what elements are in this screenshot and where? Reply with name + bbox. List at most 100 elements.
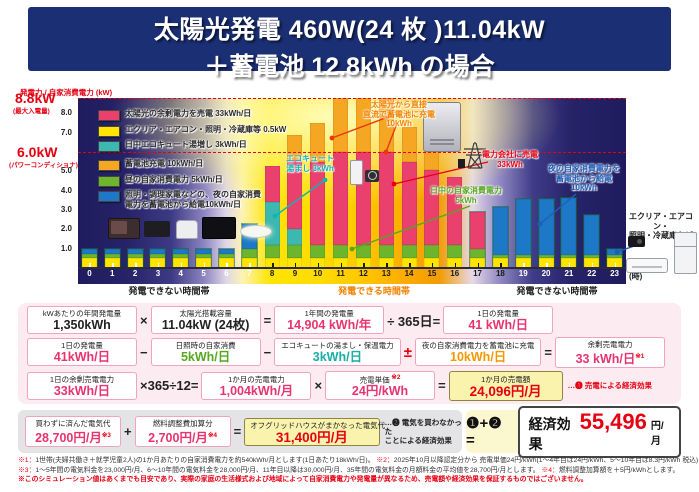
operator: ÷ 365日= xyxy=(387,313,441,329)
x-tick-label: 14 xyxy=(404,269,414,278)
calc-box: 燃料調整費加算分 2,700円/月※4 xyxy=(134,415,231,448)
effect-note: …❶ 売電による経済効果 xyxy=(567,381,653,391)
legend-label: 太陽光の余剰電力を売電 33kWh/日 xyxy=(125,109,252,118)
legend-label: エクリア・エアコン・照明・冷蔵庫等 0.5kW xyxy=(125,124,287,134)
legend-item: 太陽光の余剰電力を売電 33kWh/日 xyxy=(98,109,286,121)
footnote-marker: ※3 xyxy=(101,431,111,439)
annotation-line: 直流で蓄電池に充電 xyxy=(363,109,435,119)
operator: = xyxy=(544,344,553,360)
bar-segment xyxy=(287,244,303,259)
calc-box-label: 太陽光搭載容量 xyxy=(179,309,232,319)
calc-box-value: 5kWh/日 xyxy=(180,350,231,365)
calc-box: 日照時の自家消費 5kWh/日 xyxy=(150,338,261,367)
footnote-segment: 燃料調整加算額を＋5円/kWhとします。 xyxy=(558,466,680,474)
calc-box-label: 1年間の発電量 xyxy=(304,309,354,319)
x-tick-mark xyxy=(614,263,617,267)
calc-box-value: 1,350kWh xyxy=(53,318,111,333)
y-mid-label: 6.0kW xyxy=(17,144,58,160)
footnotes: ※1：1世帯(夫婦共働き＋就学児童2人)の1か月あたりの自家消費電力を約540k… xyxy=(18,456,698,485)
footnote-line: ※3：1〜5年間の電気料金を23,000円/月、6〜10年間の電気料金を28,0… xyxy=(18,466,684,476)
y-axis-ticks: 8.0 7.0 5.0 4.0 3.0 2.0 1.0 xyxy=(44,98,72,284)
x-tick-mark xyxy=(409,263,411,267)
bar-segment xyxy=(447,244,463,259)
x-tick-label: 1 xyxy=(110,269,115,278)
rice-cooker-icon xyxy=(176,220,198,239)
calc-box-value: 11.04kW (24枚) xyxy=(161,318,250,333)
x-tick-label: 12 xyxy=(358,269,368,278)
bar-hour-22 xyxy=(584,214,600,268)
footnote-marker: ※1 xyxy=(635,352,645,360)
x-tick-label: 22 xyxy=(587,269,597,278)
bar-segment xyxy=(378,152,394,245)
sell-calculation-panel: kWあたりの年間発電量 1,350kWh × 太陽光搭載容量 11.04kW (24枚)… xyxy=(18,303,681,404)
x-tick-label: 9 xyxy=(292,269,298,278)
calc-box-value: 1,004kWh/月 xyxy=(219,383,294,398)
legend-item: エクリア・エアコン・照明・冷蔵庫等 0.5kW xyxy=(98,125,286,137)
x-tick-label: 15 xyxy=(427,269,437,278)
footnote-marker: ※2 xyxy=(389,373,401,381)
annotation-ecocute: エコキュート 湯まし 3kWh xyxy=(286,154,334,173)
x-tick-label: 17 xyxy=(473,269,483,278)
y-max-label: 8.8kW xyxy=(15,90,56,106)
operator: ×365÷12= xyxy=(140,378,199,394)
operator: × xyxy=(140,312,148,328)
y-tick-label: 2.0 xyxy=(60,224,72,234)
bar-segment xyxy=(378,244,394,259)
calc-box: 1か月の売電電力 1,004kWh/月 xyxy=(201,371,312,400)
x-tick-mark xyxy=(203,263,206,267)
calc-box-label: 燃料調整費加算分 xyxy=(152,418,213,428)
legend-item: 照明・調理家電などの、夜の自家消費 電力を蓄電池から給電10kWh/日 xyxy=(98,190,286,209)
calc-box-value: 33kWh/日 xyxy=(53,383,111,398)
bar-segment xyxy=(310,161,326,245)
x-tick-label: 19 xyxy=(518,269,528,278)
bar-hour-20 xyxy=(538,199,554,268)
footnote-segment: ※4： xyxy=(541,466,559,474)
bar-segment xyxy=(104,253,120,259)
bar-segment xyxy=(424,169,440,245)
hourly-generation-chart: 0 1 2 3 4 5 6 7 8 9 10 11 12 13 14 15 16 17 18 19 20 21 22 23 太… xyxy=(78,98,641,284)
bar-hour-21 xyxy=(561,197,577,268)
calc-box-label: エコキュートの湯まし・保温電力 xyxy=(281,341,394,351)
y-axis-title: 発電力 / 自家消費電力 (kW) xyxy=(20,88,113,97)
operator: − xyxy=(140,344,148,360)
tv-icon xyxy=(202,217,236,239)
bar-segment xyxy=(401,161,417,245)
bar-segment xyxy=(470,248,486,259)
legend-label: 昼の自家消費電力 5kWh/日 xyxy=(125,174,223,184)
y-tick-label: 1.0 xyxy=(60,243,72,253)
x-tick-mark xyxy=(523,263,525,267)
calc-box-label: 1か月の売電電力 xyxy=(228,374,285,384)
calc-box-value: 41kWh/日 xyxy=(53,350,111,365)
calc-box-label: 1日の発電量 xyxy=(61,341,103,351)
legend-label: 蓄電池充電 10kWh/日 xyxy=(125,159,204,168)
legend-swatch xyxy=(98,110,120,121)
footnote-segment: ※1： xyxy=(18,457,36,464)
footnote-line: ※1：1世帯(夫婦共働き＋就学児童2人)の1か月あたりの自家消費電力を約540k… xyxy=(18,456,698,466)
total-result-value: 55,496 xyxy=(579,408,647,434)
annotation-line: 33kWh xyxy=(497,159,523,169)
operator: = xyxy=(263,312,272,328)
ceiling-light-icon xyxy=(240,225,272,238)
x-tick-label: 10 xyxy=(313,269,323,278)
calc-box: 太陽光搭載容量 11.04kW (24枚) xyxy=(150,306,261,335)
bar-segment xyxy=(333,152,349,245)
footnote-segment: 2025年10月以降認定分から 売電単価24円/kWh(1〜4年目は24円/kW… xyxy=(393,457,699,464)
footnote-segment: 1世帯(夫婦共働き＋就学児童2人)の1か月あたりの自家消費電力を約540kWh/… xyxy=(35,457,377,464)
calc-box-value: 33 kWh/日※1 xyxy=(575,352,645,367)
x-tick-label: 13 xyxy=(381,269,391,278)
y-tick-label: 5.0 xyxy=(60,166,72,176)
x-tick-mark xyxy=(568,263,571,267)
air-conditioner-icon xyxy=(626,258,668,273)
bar-segment xyxy=(607,255,623,259)
bar-segment xyxy=(584,214,600,256)
x-tick-label: 0 xyxy=(87,269,92,278)
bar-segment xyxy=(584,255,600,259)
appliances-label-line: 照明・冷蔵庫など xyxy=(629,231,693,240)
bar-segment xyxy=(264,244,280,259)
x-tick-mark xyxy=(546,263,548,267)
bar-segment xyxy=(333,98,349,153)
calc-box-label: 夜の自家消費電力を蓄電池に充電 xyxy=(421,341,535,351)
footnote-segment: ※3： xyxy=(18,466,36,474)
total-result-unit: 円/月 xyxy=(650,420,664,447)
microwave-icon xyxy=(108,218,140,239)
